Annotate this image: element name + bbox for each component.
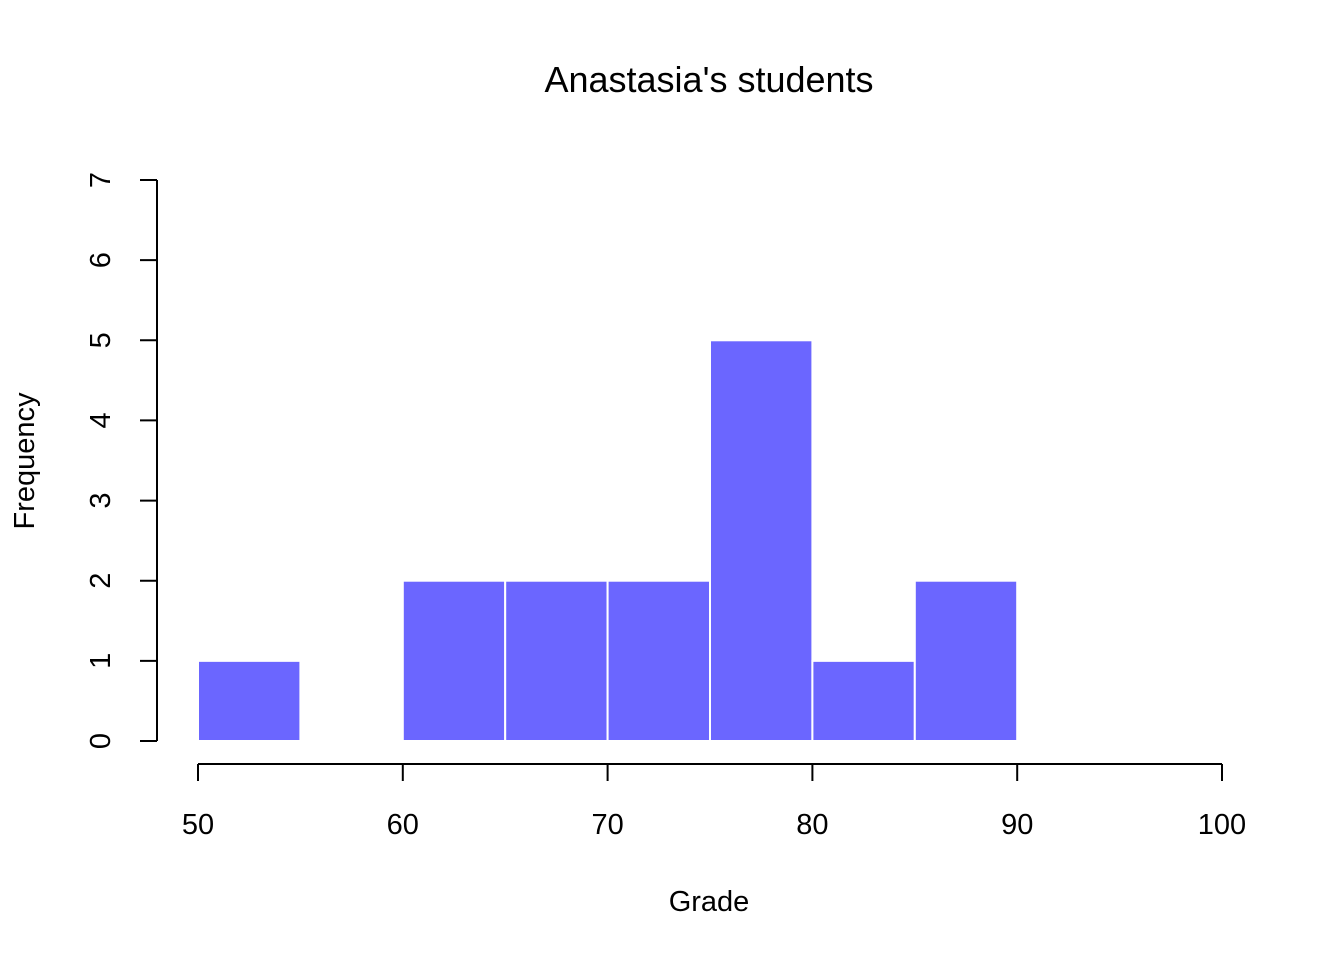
histogram-bar bbox=[913, 579, 1019, 743]
y-tick-label: 7 bbox=[85, 172, 117, 188]
x-tick-label: 90 bbox=[1001, 809, 1033, 841]
y-tick-label: 6 bbox=[85, 252, 117, 268]
y-axis-label: Frequency bbox=[9, 392, 41, 530]
x-tick-label: 80 bbox=[796, 809, 828, 841]
bars-group bbox=[197, 339, 1019, 743]
x-axis-label: Grade bbox=[669, 886, 750, 918]
x-tick-label: 100 bbox=[1198, 809, 1246, 841]
histogram-bar bbox=[197, 659, 302, 742]
x-tick-label: 60 bbox=[387, 809, 419, 841]
y-tick-label: 3 bbox=[85, 493, 117, 509]
histogram-bar bbox=[504, 579, 609, 743]
chart-title: Anastasia's students bbox=[544, 59, 873, 100]
x-axis: 50 60 70 80 90 100 bbox=[182, 763, 1246, 841]
y-tick-label: 1 bbox=[85, 653, 117, 669]
histogram-bar bbox=[811, 659, 916, 742]
histogram-bar bbox=[606, 579, 711, 743]
histogram-bar bbox=[709, 339, 814, 742]
y-tick-label: 0 bbox=[85, 733, 117, 749]
y-tick-label: 2 bbox=[85, 573, 117, 589]
y-axis: 0 1 2 3 4 5 6 7 bbox=[85, 172, 158, 749]
y-tick-label: 4 bbox=[85, 412, 117, 428]
x-tick-label: 70 bbox=[591, 809, 623, 841]
y-tick-label: 5 bbox=[85, 332, 117, 348]
histogram-bar bbox=[401, 579, 507, 743]
x-tick-label: 50 bbox=[182, 809, 214, 841]
